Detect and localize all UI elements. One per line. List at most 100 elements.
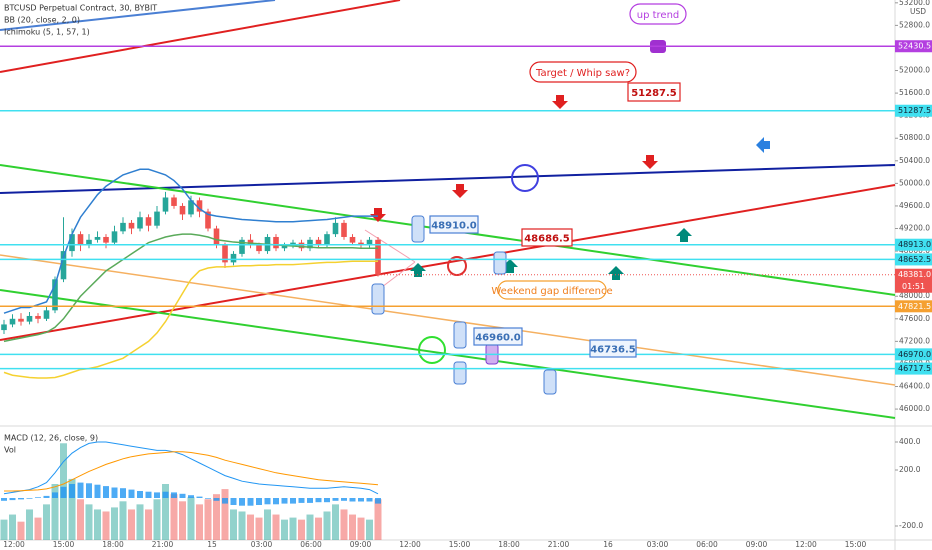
volume-bar [85,504,93,540]
volume-bar [374,499,382,540]
y-tick-label: 52000.0 [899,66,930,75]
x-tick-label: 16 [603,540,613,549]
macd-histogram-bar [341,498,347,501]
macd-histogram-bar [324,498,330,503]
macd-title: MACD (12, 26, close, 9) [4,434,98,443]
down-arrow [370,208,386,222]
x-tick-label: 15 [207,540,217,549]
macd-histogram-bar [290,498,296,504]
volume-bar [162,484,169,540]
candle-body [94,236,101,240]
macd-histogram-bar [366,498,373,502]
volume-bar [349,514,356,540]
annotation-text: Target / Whip saw? [535,68,630,79]
candle-body [256,245,262,252]
price-tag-label: 52430.5 [898,42,931,51]
price-tag [895,348,932,361]
up-arrow [608,266,624,280]
macd-histogram-bar [358,498,364,502]
candle-body [188,200,194,215]
left-arrow [756,137,770,153]
x-tick-label: 09:00 [350,540,372,549]
macd-histogram-bar [94,484,101,498]
volume-bar [128,509,135,540]
candles [1,191,381,335]
macd-histogram-bar [349,498,356,502]
x-tick-label: 06:00 [300,540,322,549]
annotation-text: Weekend gap difference [491,286,612,297]
volume-bar [255,517,263,540]
x-tick-label: 03:00 [251,540,273,549]
macd-histogram-bar [77,482,84,498]
macd-histogram-bar [213,498,220,501]
price-tag-label: 47821.5 [898,302,931,311]
macd-histogram-bar [179,493,186,498]
trend-line [0,164,896,194]
price-tag [895,300,932,313]
hand-icon [411,215,425,243]
candle-body [196,200,203,212]
price-tag [895,40,932,53]
macd-histogram-bar [60,486,67,498]
macd-histogram-bar [281,498,288,504]
volume-bar [9,514,16,540]
candle-body [120,222,126,232]
volume-bar [264,509,271,540]
x-tick-label: 12:00 [795,540,817,549]
y-tick-label: 47600.0 [899,314,930,323]
price-tag-label: 48913.0 [898,240,931,249]
down-arrow [642,155,658,169]
macd-histogram-bar [154,492,160,498]
up-arrow [676,228,692,242]
macd-histogram-bar [332,498,339,501]
candle-body [239,239,245,254]
price-tag [895,104,932,117]
x-tick-label: 18:00 [498,540,520,549]
candle-body [341,222,347,237]
candle-body [137,217,143,229]
price-tag-label: 46717.5 [898,364,931,373]
volume-bar [119,501,127,540]
candle-body [171,197,177,206]
candle-body [111,231,118,243]
y-tick-label: 46000.0 [899,404,930,413]
y-tick-label: 53200.0 [899,0,930,7]
volume-bar [213,494,220,540]
down-arrow [552,95,568,109]
candle-body [230,253,237,263]
macd-histogram-bar [86,483,92,498]
candle-body [86,239,92,246]
volume-bar [332,504,339,540]
volume-bar [315,517,322,540]
symbol-title: BTCUSD Perpetual Contract, 30, BYBIT [4,4,157,13]
volume-bar [94,509,101,540]
volume-bar [230,509,237,540]
candle-body [60,251,67,280]
annotation-box [521,228,573,247]
indicator-line [3,233,378,343]
candle-body [179,205,186,215]
candle-body [103,236,109,243]
y-tick-label: 50400.0 [899,156,930,165]
price-tag [895,238,932,251]
volume-bar [289,517,297,540]
y-tick-label: 52800.0 [899,20,930,29]
smiley [418,336,446,364]
macd-histogram-bar [247,498,254,506]
x-tick-label: 09:00 [746,540,768,549]
candle-body [35,315,41,319]
candle-body [26,315,33,322]
candle-body [128,222,135,229]
candle-body [52,279,58,311]
volume-bar [238,511,246,540]
macd-y-tick-label: -200.0 [899,521,923,530]
y-tick-label: 47200.0 [899,336,930,345]
macd-histogram-bar [26,498,33,499]
candle-body [1,324,7,331]
price-tag-label: 51287.5 [898,106,931,115]
annotation-text: 48910.0 [431,221,477,232]
volume-bar [111,507,118,540]
annotation-box [529,61,637,83]
indicator-line [3,260,378,379]
